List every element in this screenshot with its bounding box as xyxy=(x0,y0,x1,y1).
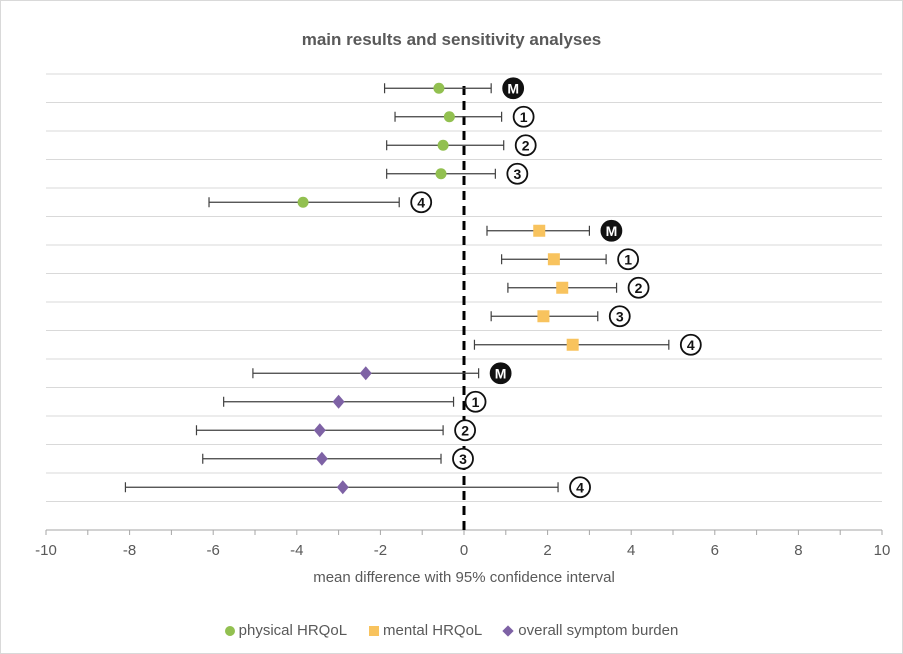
legend-item-mental: mental HRQoL xyxy=(369,622,482,639)
analysis-badge xyxy=(410,191,433,214)
analysis-badge xyxy=(489,362,512,385)
x-tick-label: 0 xyxy=(460,542,468,559)
analysis-badge xyxy=(502,77,525,100)
analysis-badge-label: 1 xyxy=(624,251,632,267)
analysis-badge-label: 1 xyxy=(520,109,528,125)
analysis-badge-label: 2 xyxy=(522,137,530,153)
legend-label-symptom: overall symptom burden xyxy=(518,622,679,639)
legend-label-physical: physical HRQoL xyxy=(238,622,348,639)
analysis-badge xyxy=(617,248,640,271)
legend: physical HRQoL mental HRQoL overall symp… xyxy=(0,622,903,639)
point-marker xyxy=(566,338,579,351)
analysis-badge xyxy=(454,419,477,442)
x-tick-label: -4 xyxy=(290,542,303,559)
point-marker xyxy=(336,480,349,495)
analysis-badge xyxy=(512,105,535,128)
x-tick-label: 8 xyxy=(794,542,802,559)
legend-label-mental: mental HRQoL xyxy=(383,622,483,639)
analysis-badge xyxy=(600,219,623,242)
analysis-badge xyxy=(627,276,650,299)
legend-marker-diamond-icon xyxy=(502,624,514,637)
point-marker xyxy=(443,111,455,123)
x-tick-label: 2 xyxy=(543,542,551,559)
analysis-badge xyxy=(608,305,631,328)
analysis-badge-label: 2 xyxy=(635,280,643,296)
legend-item-symptom: overall symptom burden xyxy=(502,622,679,639)
analysis-badge xyxy=(452,447,474,470)
point-marker xyxy=(433,82,445,94)
point-marker xyxy=(435,168,447,180)
point-marker xyxy=(313,423,326,438)
legend-marker-square-icon xyxy=(369,625,380,636)
analysis-badge xyxy=(464,390,487,413)
analysis-badge-label: M xyxy=(495,365,507,381)
analysis-badge-label: 2 xyxy=(461,422,469,438)
point-marker xyxy=(297,196,309,208)
analysis-badge xyxy=(506,162,529,185)
x-tick-label: -10 xyxy=(35,542,57,559)
analysis-badge xyxy=(679,333,702,356)
analysis-badge-label: 4 xyxy=(687,337,695,353)
x-axis-title: mean difference with 95% confidence inte… xyxy=(313,569,615,586)
analysis-badge-label: 3 xyxy=(513,166,521,182)
analysis-badge xyxy=(514,134,537,157)
analysis-badge-label: M xyxy=(507,80,519,96)
x-tick-label: 4 xyxy=(627,542,635,559)
legend-marker-circle-icon xyxy=(224,625,235,636)
point-marker xyxy=(547,253,560,266)
point-marker xyxy=(537,310,550,323)
x-tick-label: 10 xyxy=(874,542,891,559)
analysis-badge-label: 4 xyxy=(576,479,584,495)
point-marker xyxy=(315,451,328,466)
chart-title: main results and sensitivity analyses xyxy=(301,30,602,49)
point-marker xyxy=(533,224,546,237)
x-tick-label: 6 xyxy=(711,542,719,559)
analysis-badge xyxy=(569,476,591,499)
x-tick-label: -6 xyxy=(207,542,220,559)
x-tick-label: -8 xyxy=(123,542,136,559)
point-marker xyxy=(332,394,345,409)
analysis-badge-label: 1 xyxy=(472,394,480,410)
analysis-badge-label: 3 xyxy=(616,308,624,324)
point-marker xyxy=(437,139,449,151)
point-marker xyxy=(359,366,372,381)
analysis-badge-label: M xyxy=(606,223,618,239)
analysis-badge-label: 3 xyxy=(459,451,467,467)
point-marker xyxy=(556,281,569,294)
analysis-badge-label: 4 xyxy=(417,194,425,210)
legend-item-physical: physical HRQoL xyxy=(224,622,348,639)
x-tick-label: -2 xyxy=(374,542,387,559)
